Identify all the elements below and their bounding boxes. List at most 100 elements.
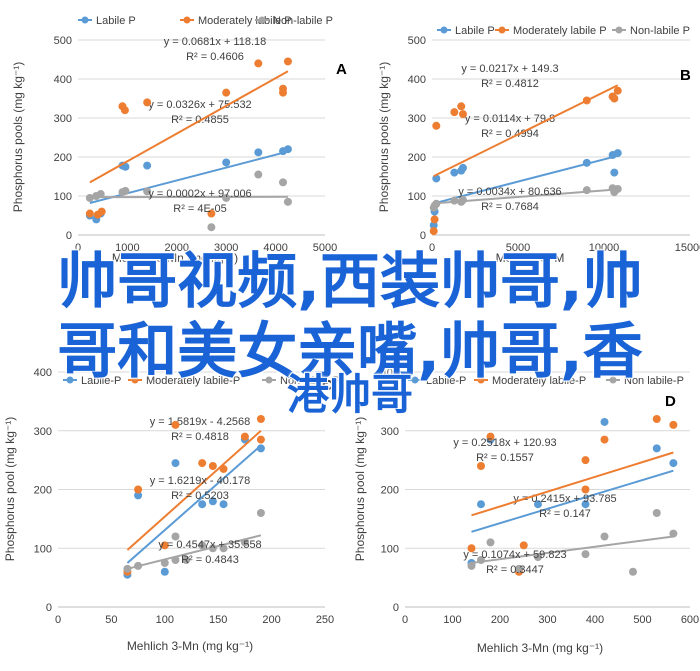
data-point-labile <box>198 500 207 509</box>
data-point-labile <box>283 145 292 154</box>
data-point-labile <box>256 444 265 453</box>
data-point-non_labile <box>600 532 609 541</box>
data-point-moderately_labile <box>97 207 106 216</box>
data-point-labile <box>121 162 130 171</box>
legend-label: Non labile-P <box>624 375 684 387</box>
data-point-non_labile <box>182 556 191 564</box>
trend-equation: y = 0.2415x + 93.785 <box>513 493 616 505</box>
y-tick-label: 300 <box>54 113 72 125</box>
trend-r-squared: R² = 4E-05 <box>173 203 227 215</box>
legend-marker <box>609 376 617 384</box>
y-tick-label: 100 <box>381 543 399 555</box>
x-tick-label: 5000 <box>506 242 530 254</box>
y-tick-label: 300 <box>381 426 399 438</box>
x-tick-label: 5000 <box>313 242 337 254</box>
data-point-non_labile <box>256 509 265 517</box>
trend-equation: y = 0.0326x + 75.532 <box>148 99 251 111</box>
data-point-labile <box>429 221 438 230</box>
data-point-non_labile <box>85 193 94 202</box>
y-tick-label: 400 <box>408 74 426 86</box>
y-tick-label: 500 <box>54 35 72 47</box>
data-point-non_labile <box>515 564 523 573</box>
data-point-non_labile <box>458 195 467 204</box>
x-tick-label: 100 <box>443 614 461 626</box>
data-point-labile <box>600 417 609 426</box>
trend-r-squared: R² = 0.147 <box>539 508 591 520</box>
data-point-non_labile <box>486 538 495 547</box>
data-point-moderately_labile <box>240 432 249 441</box>
x-tick-label: 0 <box>402 614 408 626</box>
x-tick-label: 150 <box>209 614 227 626</box>
data-point-moderately_labile <box>219 464 228 473</box>
legend-label: Non-labile P <box>273 15 333 27</box>
x-tick-label: 3000 <box>214 242 238 254</box>
legend-marker <box>183 16 191 24</box>
x-tick-label: 2000 <box>165 242 189 254</box>
data-point-moderately_labile <box>430 215 439 224</box>
data-point-labile <box>222 158 231 167</box>
legend-marker <box>615 26 623 34</box>
legend-marker <box>498 26 506 34</box>
data-point-non_labile <box>96 190 105 199</box>
data-point-labile <box>208 497 217 506</box>
legend-label: Labile-P <box>81 375 121 387</box>
y-tick-label: 100 <box>408 191 426 203</box>
data-point-non_labile <box>581 550 590 559</box>
y-axis-title: Phosphorus pools (mg kg⁻¹) <box>11 62 25 212</box>
trend-equation: y = 0.0217x + 149.3 <box>461 63 558 75</box>
trend-equation: y = 0.0002x + 97.006 <box>148 188 251 200</box>
data-point-moderately_labile <box>120 106 129 115</box>
x-tick-label: 400 <box>586 614 604 626</box>
legend-marker <box>411 376 419 384</box>
data-point-moderately_labile <box>254 59 263 68</box>
data-point-non_labile <box>134 561 143 570</box>
data-point-moderately_labile <box>467 544 476 553</box>
y-axis-title: Phosphorus pool (mg kg⁻¹) <box>353 417 367 561</box>
x-tick-label: 100 <box>156 614 174 626</box>
data-point-moderately_labile <box>256 415 265 423</box>
x-axis-title: Mehlich 3- M <box>496 251 565 265</box>
data-point-non_labile <box>208 544 217 553</box>
trendline-non_labile <box>471 535 674 564</box>
data-point-moderately_labile <box>283 57 292 66</box>
data-point-non_labile <box>160 558 169 567</box>
trend-equation: y = 1.6219x - 40.178 <box>150 475 251 487</box>
trendline-moderately_labile <box>89 70 289 184</box>
legend-marker <box>265 376 273 384</box>
data-point-non_labile <box>610 188 619 197</box>
y-axis-title: Phosphorus pool (mg kg⁻¹) <box>3 417 17 561</box>
y-tick-label: 500 <box>408 35 426 47</box>
trend-r-squared: R² = 0.7684 <box>481 201 539 213</box>
y-tick-label: 300 <box>408 113 426 125</box>
data-point-moderately_labile <box>477 462 485 470</box>
data-point-moderately_labile <box>432 121 441 130</box>
trend-r-squared: R² = 0.4606 <box>186 51 244 63</box>
data-point-non_labile <box>534 553 542 562</box>
trend-equation: y = 0.2518x + 120.93 <box>453 437 556 449</box>
trendline-moderately_labile <box>126 430 262 551</box>
trend-equation: y = 0.1074x + 59.823 <box>463 549 566 561</box>
data-point-moderately_labile <box>143 98 152 107</box>
data-point-moderately_labile <box>279 88 288 97</box>
data-point-non_labile <box>254 170 263 179</box>
data-point-moderately_labile <box>198 459 207 468</box>
legend-label: Moderately labile-P <box>492 375 586 387</box>
data-point-labile <box>534 500 542 509</box>
legend-label: Non-labile P <box>630 25 690 37</box>
panel-letter: C <box>322 377 333 394</box>
data-point-non_labile <box>669 529 678 538</box>
x-tick-label: 1000 <box>115 242 139 254</box>
legend-marker <box>66 376 74 384</box>
data-point-moderately_labile <box>613 86 622 95</box>
data-point-moderately_labile <box>486 432 495 441</box>
data-point-labile <box>582 158 591 167</box>
y-tick-label: 100 <box>54 191 72 203</box>
x-tick-label: 0 <box>75 242 81 254</box>
data-point-non_labile <box>477 556 485 564</box>
y-tick-label: 300 <box>34 426 52 438</box>
legend-label: Labile P <box>455 25 495 37</box>
data-point-non_labile <box>207 223 216 232</box>
data-point-labile <box>581 500 590 509</box>
data-point-non_labile <box>123 564 132 573</box>
data-point-non_labile <box>143 187 152 196</box>
